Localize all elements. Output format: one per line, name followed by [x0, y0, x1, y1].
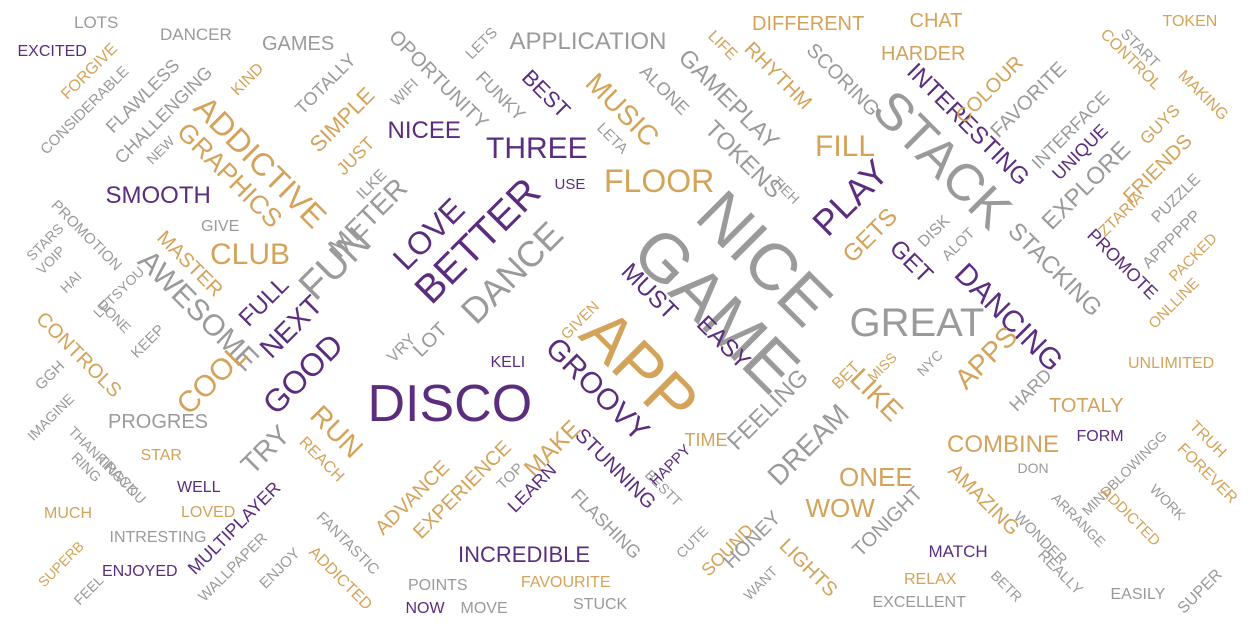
word-kind-9: KIND [228, 60, 268, 100]
word-totaly-111: TOTALY [1049, 395, 1124, 417]
word-tieh-37: TIEH [769, 173, 803, 207]
word-well-133: WELL [177, 479, 221, 496]
word-making-46: MAKING [1174, 67, 1231, 124]
word-token-44: TOKEN [1162, 13, 1218, 30]
word-onee-123: ONEE [839, 462, 913, 492]
word-disco-95: DISCO [367, 375, 533, 433]
word-rhythm-31: RHYTHM [739, 37, 816, 115]
word-feel-139: FEEL [69, 571, 107, 609]
word-ggh-80: GGH [31, 356, 69, 394]
word-incredible-154: INCREDIBLE [458, 542, 591, 567]
word-want-163: WANT [739, 562, 780, 604]
word-now-157: NOW [405, 600, 445, 617]
word-cool-90: COOL [169, 337, 254, 422]
word-different-32: DIFFERENT [752, 13, 865, 35]
word-lot-94: LOT [408, 318, 452, 362]
word-hard-109: HARD [1004, 364, 1056, 416]
word-happy-152: HAPPY [645, 441, 694, 489]
word-floor-28: FLOOR [604, 163, 715, 199]
word-application-20: APPLICATION [509, 28, 667, 55]
word-betr-169: BETR [987, 567, 1026, 605]
word-move-158: MOVE [460, 600, 508, 617]
word-lots-0: LOTS [74, 12, 119, 32]
word-points-155: POINTS [408, 577, 468, 594]
word-match-166: MATCH [928, 541, 988, 561]
word-club-73: CLUB [210, 238, 291, 271]
word-star-131: STAR [140, 447, 182, 464]
word-don-117: DON [1017, 460, 1049, 476]
word-relax-167: RELAX [904, 571, 957, 588]
word-enjoy-142: ENJOY [256, 544, 304, 592]
word-smooth-68: SMOOTH [105, 182, 211, 209]
word-wifi-14: WIFI [387, 74, 423, 110]
word-nyc-107: NYC [913, 346, 946, 380]
word-hai-76: HAI [56, 268, 85, 296]
word-intresting-136: INTRESTING [109, 529, 207, 546]
word-life-30: LIFE [704, 27, 741, 64]
word-wow-124: WOW [805, 493, 875, 523]
word-stuck-159: STUCK [573, 596, 628, 613]
word-use-25: USE [554, 175, 586, 193]
word-lets-18: LETS [462, 23, 502, 63]
word-amazing-122: AMAZING [943, 460, 1024, 540]
word-give-72: GIVE [201, 218, 240, 235]
word-combine-112: COMBINE [947, 431, 1060, 458]
word-dancer-1: DANCER [160, 24, 232, 44]
word-superb-137: SUPERB [34, 537, 87, 591]
word-three-23: THREE [486, 132, 588, 165]
word-cute-160: CUTE [672, 522, 712, 562]
word-keli-96: KELI [490, 354, 526, 371]
word-favourite-156: FAVOURITE [521, 574, 611, 591]
word-try-128: TRY [234, 419, 296, 481]
word-easily-171: EASILY [1110, 586, 1166, 603]
word-work-119: WORK [1146, 480, 1189, 524]
word-form-113: FORM [1076, 428, 1124, 445]
word-games-8: GAMES [262, 33, 335, 55]
word-chat-35: CHAT [909, 10, 963, 32]
word-lights-164: LIGHTS [774, 534, 842, 602]
word-progres-92: PROGRES [108, 411, 209, 433]
word-just-15: JUST [332, 133, 378, 179]
word-super-172: SUPER [1174, 566, 1226, 618]
word-keep-81: KEEP [127, 320, 169, 362]
word-scoring-34: SCORING [801, 39, 883, 121]
word-great-67: GREAT [849, 301, 985, 345]
word-enjoyed-138: ENJOYED [102, 563, 178, 580]
word-excellent-168: EXCELLENT [872, 594, 966, 611]
word-loved-135: LOVED [181, 504, 236, 521]
word-excited-2: EXCITED [17, 43, 87, 60]
word-unlimited-110: UNLIMITED [1128, 355, 1215, 372]
word-time-125: TIME [684, 430, 728, 450]
word-fill-38: FILL [815, 130, 876, 163]
word-much-134: MUCH [44, 505, 92, 522]
word-nicee-22: NICEE [387, 117, 461, 144]
word-harder-36: HARDER [881, 43, 966, 65]
